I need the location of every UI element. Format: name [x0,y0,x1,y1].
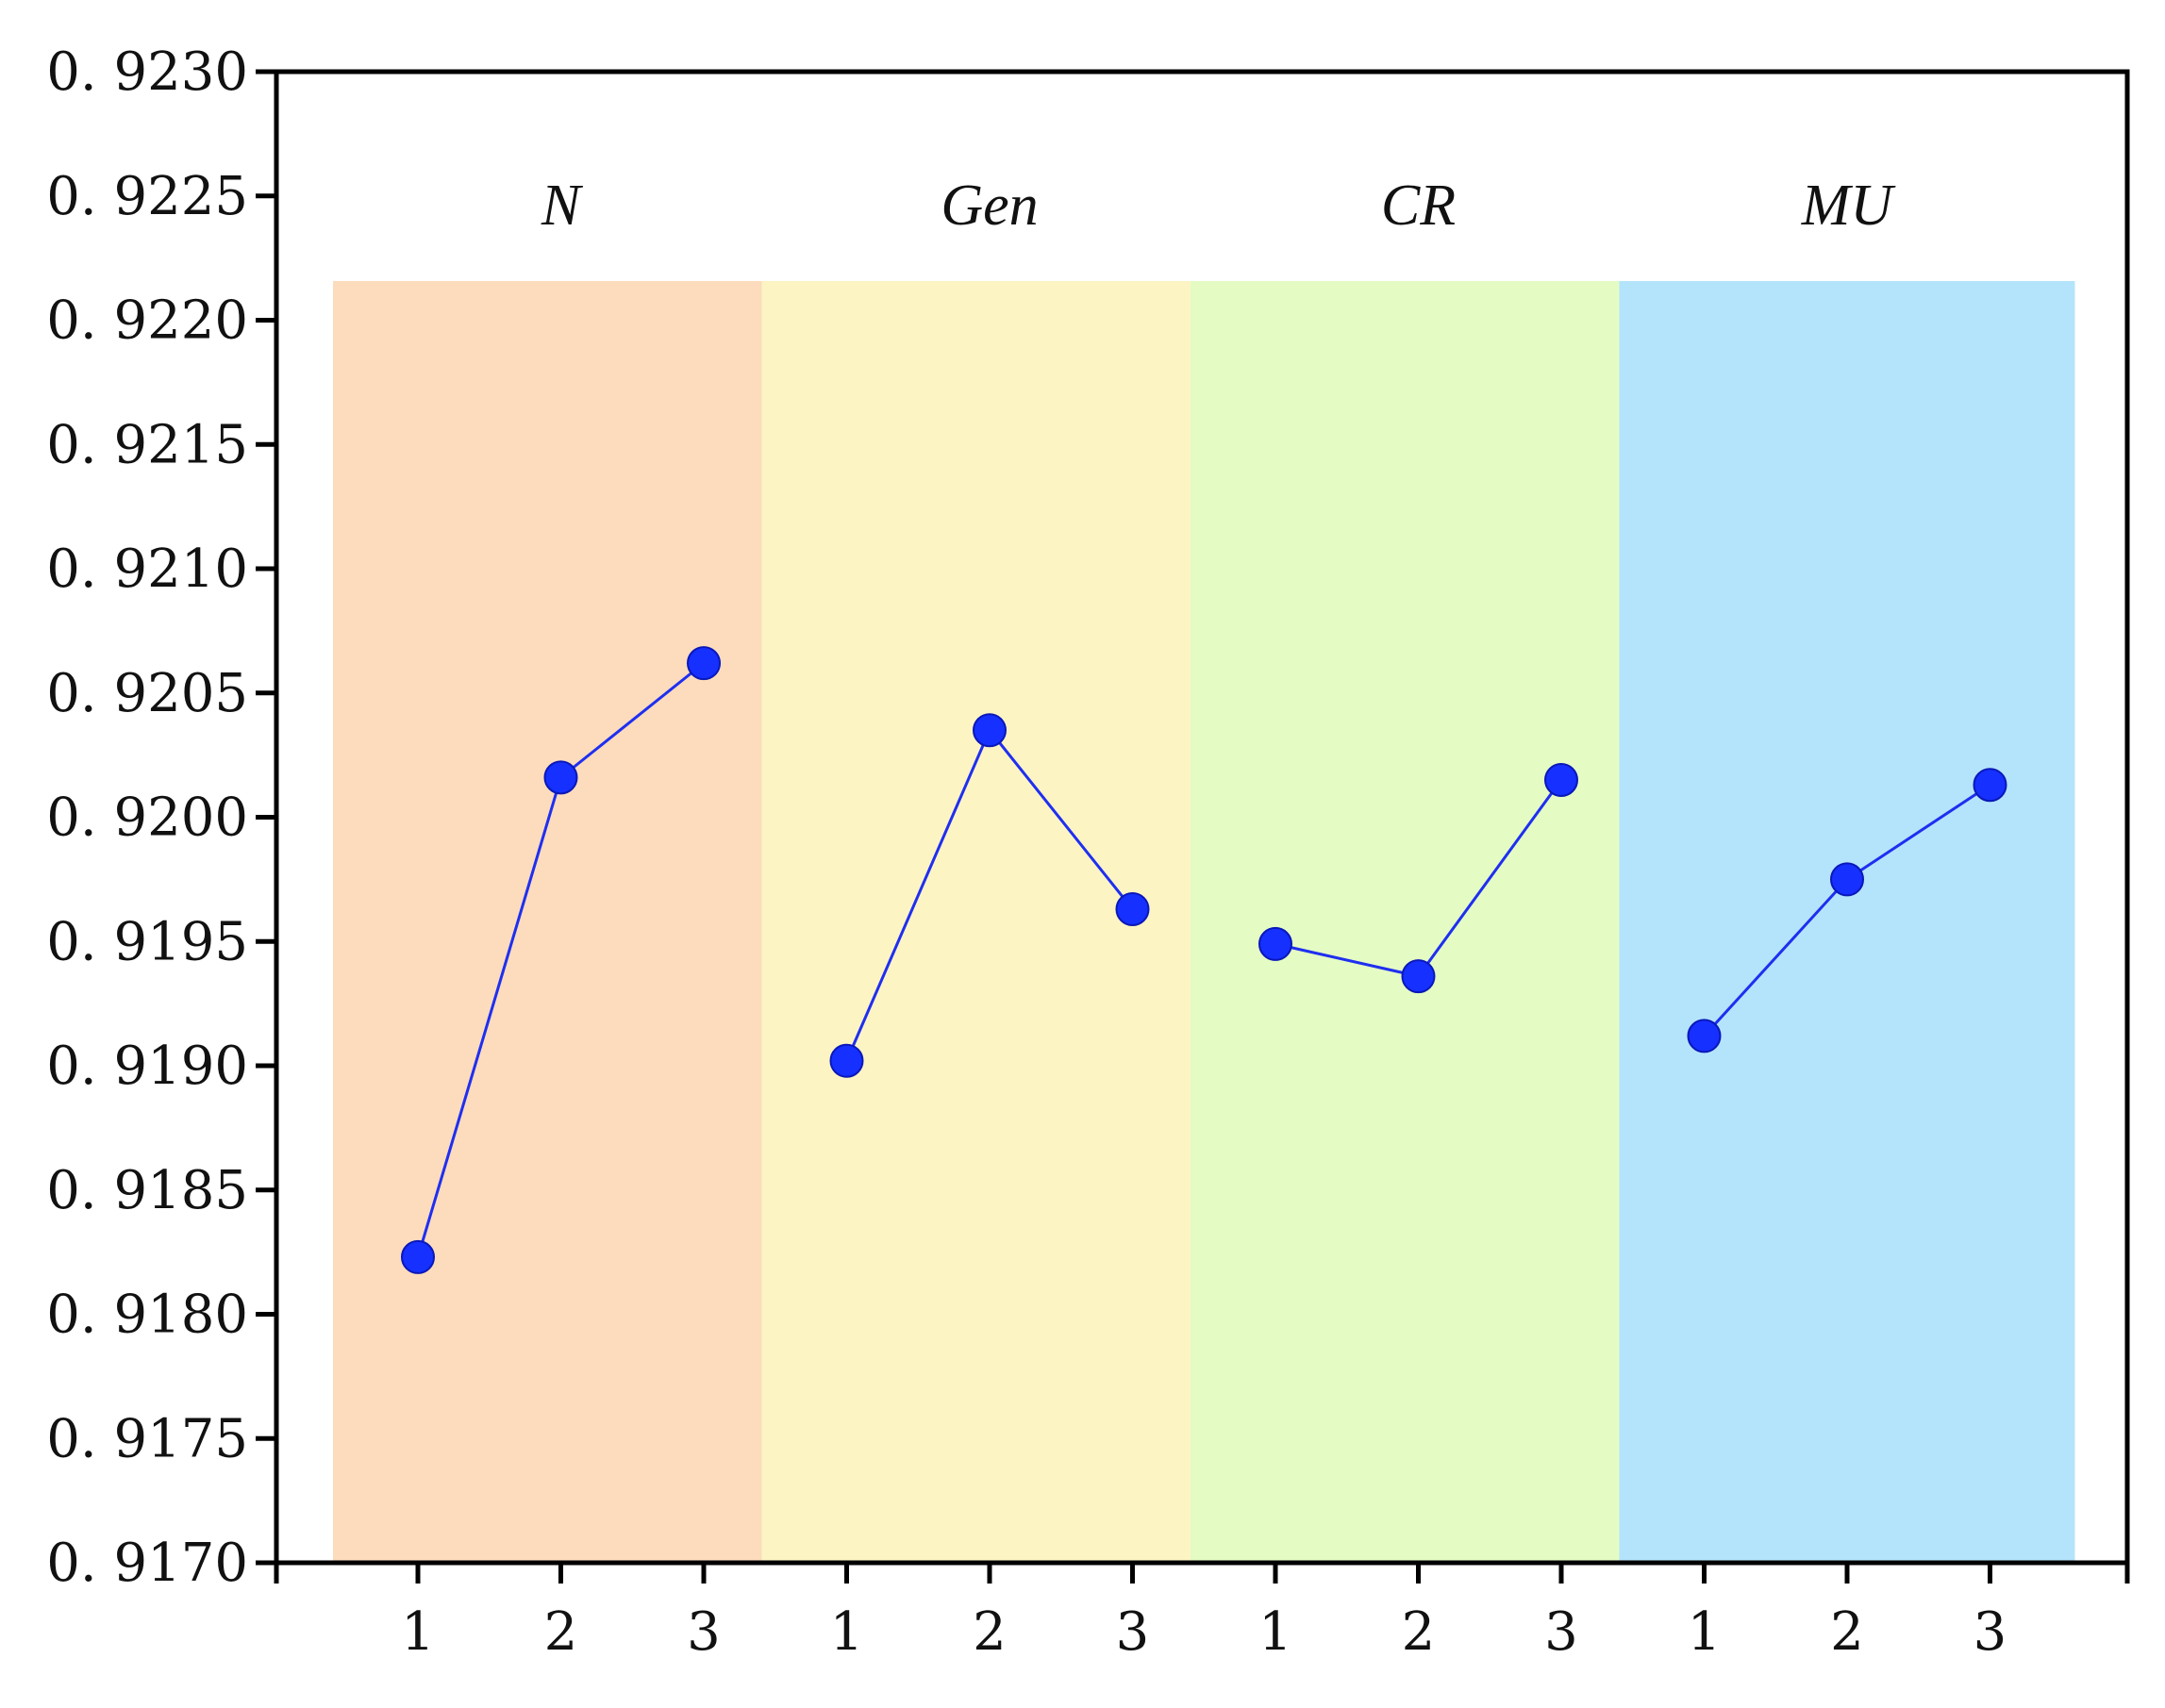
group-bands [333,281,2075,1561]
y-tick-label: 0. 9220 [46,290,248,352]
data-point-gen-2 [973,713,1007,748]
y-tick-label: 0. 9185 [46,1160,248,1221]
y-tick-label: 0. 9225 [46,166,248,227]
band-cr [1191,281,1646,1561]
series-layer [401,646,2007,1274]
x-tick-label: 1 [1258,1601,1292,1663]
y-tick-label: 0. 9180 [46,1285,248,1346]
x-tick-label: 3 [1544,1601,1578,1663]
x-tick-label: 2 [544,1601,578,1663]
x-axis: 1 2 3 1 2 3 1 2 3 1 2 3 [274,1563,2130,1663]
data-point-gen-3 [1115,891,1150,926]
x-tick-label: 3 [1116,1601,1150,1663]
x-tick-label: 2 [1402,1601,1436,1663]
data-point-mu-2 [1830,862,1864,897]
y-tick-label: 0. 9170 [46,1533,248,1594]
band-gen [761,281,1218,1561]
y-tick-label: 0. 9215 [46,414,248,475]
x-tick-label: 3 [1973,1601,2007,1663]
band-mu [1619,281,2075,1561]
x-tick-label: 2 [1830,1601,1864,1663]
y-tick-label: 0. 9190 [46,1036,248,1097]
y-tick-label: 0. 9230 [46,41,248,103]
x-tick-label: 2 [973,1601,1007,1663]
data-point-gen-1 [829,1043,864,1078]
y-tick-label: 0. 9205 [46,663,248,724]
data-point-mu-1 [1687,1019,1722,1053]
y-tick-label: 0. 9175 [46,1408,248,1469]
x-tick-label: 1 [830,1601,864,1663]
group-label-mu: MU [1801,174,1897,238]
data-point-cr-1 [1258,926,1292,961]
y-tick-label: 0. 9195 [46,911,248,972]
x-tick-label: 1 [401,1601,435,1663]
data-point-mu-3 [1973,768,2007,803]
group-label-cr: CR [1381,174,1456,238]
x-tick-label: 1 [1688,1601,1722,1663]
data-point-n-2 [543,760,578,795]
data-point-n-3 [687,646,721,681]
group-labels: N Gen CR MU [541,174,1897,238]
data-point-cr-3 [1544,762,1578,797]
x-tick-label: 3 [687,1601,721,1663]
y-tick-label: 0. 9210 [46,539,248,600]
data-point-n-1 [401,1239,435,1274]
band-n [333,281,789,1561]
y-tick-label: 0. 9200 [46,788,248,849]
y-axis: 0. 9170 0. 9175 0. 9180 0. 9185 0. 9190 0. 91… [46,41,276,1594]
group-label-gen: Gen [941,174,1038,238]
group-label-n: N [541,174,584,238]
data-point-cr-2 [1401,959,1436,994]
